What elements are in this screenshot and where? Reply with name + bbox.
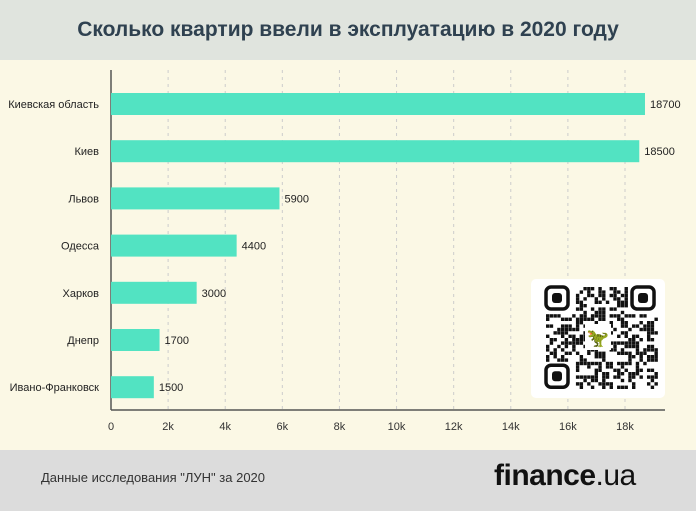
- data-label: 3000: [202, 288, 226, 300]
- category-label: Ивано-Франковск: [10, 382, 100, 394]
- x-tick-label: 2k: [162, 421, 174, 433]
- finance-ua-logo: finance.ua: [494, 459, 636, 492]
- bar: [111, 140, 640, 163]
- category-label: Киев: [74, 146, 99, 158]
- data-label: 18700: [650, 99, 681, 111]
- x-tick-label: 12k: [445, 421, 463, 433]
- category-label: Харков: [63, 288, 100, 300]
- qr-code[interactable]: 🦖: [531, 279, 665, 398]
- x-tick-label: 0: [108, 421, 114, 433]
- category-label: Львов: [68, 193, 99, 205]
- x-tick-label: 16k: [559, 421, 577, 433]
- x-tick-label: 4k: [219, 421, 231, 433]
- bar: [111, 281, 197, 304]
- bar: [111, 376, 154, 399]
- x-tick-label: 10k: [388, 421, 406, 433]
- x-tick-label: 8k: [334, 421, 346, 433]
- page-title: Сколько квартир ввели в эксплуатацию в 2…: [77, 18, 619, 41]
- data-label: 1500: [159, 382, 183, 394]
- category-label: Киевская область: [8, 99, 99, 111]
- data-label: 5900: [284, 193, 308, 205]
- bar: [111, 329, 160, 351]
- bar-chart: 0 2k 4k 6k 8k 10k 12k 14k 16k 18k Киевская область…: [8, 70, 681, 433]
- bar: [111, 187, 280, 210]
- data-label: 18500: [644, 146, 675, 158]
- category-label: Днепр: [67, 335, 99, 347]
- svg-text:🦖: 🦖: [587, 328, 609, 349]
- footer: Данные исследования "ЛУН" за 2020 financ…: [0, 450, 696, 511]
- x-tick-label: 6k: [277, 421, 289, 433]
- data-label: 4400: [242, 241, 266, 253]
- source-note: Данные исследования "ЛУН" за 2020: [41, 470, 266, 485]
- bar: [111, 93, 645, 115]
- data-label: 1700: [165, 335, 189, 347]
- header: Сколько квартир ввели в эксплуатацию в 2…: [0, 0, 696, 60]
- bar: [111, 234, 237, 257]
- x-tick-label: 14k: [502, 421, 520, 433]
- x-tick-label: 18k: [616, 421, 634, 433]
- category-label: Одесса: [61, 241, 100, 253]
